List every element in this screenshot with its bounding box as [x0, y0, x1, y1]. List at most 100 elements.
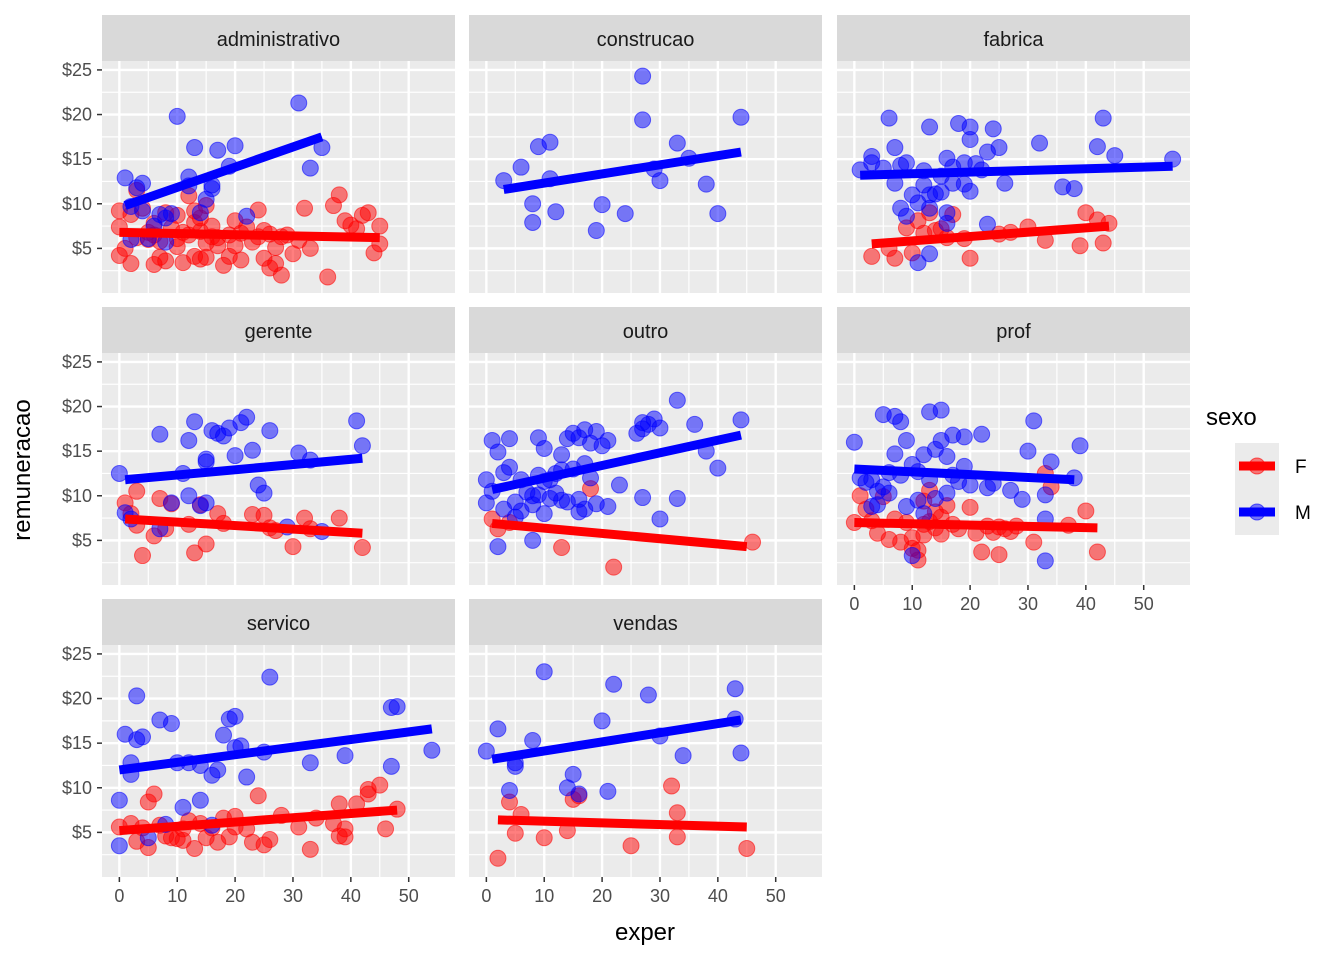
point-m	[423, 741, 441, 759]
x-tick-label: 10	[902, 594, 922, 614]
point-m	[668, 391, 686, 409]
point-m	[892, 413, 910, 431]
point-m	[1036, 486, 1054, 504]
point-m	[570, 785, 588, 803]
point-f	[1094, 234, 1112, 252]
point-m	[191, 791, 209, 809]
point-f	[663, 777, 681, 795]
point-f	[961, 249, 979, 267]
point-f	[261, 831, 279, 849]
facet-strip	[102, 15, 455, 61]
point-m	[261, 668, 279, 686]
point-m	[961, 131, 979, 149]
point-f	[990, 546, 1008, 564]
point-m	[990, 139, 1008, 157]
point-f	[668, 828, 686, 846]
y-tick-label: $5	[72, 530, 92, 550]
point-f	[886, 249, 904, 267]
y-tick-label: $15	[62, 441, 92, 461]
data-layer	[851, 109, 1182, 272]
data-layer	[110, 94, 389, 286]
point-m	[593, 196, 611, 214]
point-m	[897, 431, 915, 449]
point-m	[1088, 138, 1106, 156]
x-tick-label: 30	[650, 886, 670, 906]
panel-background	[469, 645, 822, 877]
point-m	[238, 408, 256, 426]
x-tick-label: 40	[1076, 594, 1096, 614]
facet-strip-label: vendas	[613, 613, 678, 635]
point-m	[134, 174, 152, 192]
point-m	[697, 175, 715, 193]
trend-line-m	[491, 430, 742, 494]
data-layer	[845, 401, 1106, 570]
x-tick-label: 10	[167, 886, 187, 906]
point-m	[961, 182, 979, 200]
trend-line-f	[119, 805, 398, 836]
trend-line-m	[491, 715, 742, 764]
point-m	[897, 207, 915, 225]
data-layer	[477, 391, 762, 576]
point-m	[1025, 412, 1043, 430]
point-f	[330, 186, 348, 204]
x-tick-label: 20	[225, 886, 245, 906]
point-m	[541, 133, 559, 151]
point-m	[651, 172, 669, 190]
point-m	[226, 707, 244, 725]
point-m	[1002, 481, 1020, 499]
facet-strip	[102, 599, 455, 645]
point-f	[145, 785, 163, 803]
point-m	[197, 494, 215, 512]
facet-panel-construcao: construcao	[469, 15, 822, 293]
point-m	[726, 680, 744, 698]
point-f	[197, 248, 215, 266]
point-m	[535, 663, 553, 681]
trend-line-m	[123, 132, 324, 210]
point-f	[319, 268, 337, 286]
point-m	[226, 137, 244, 155]
point-m	[1071, 437, 1089, 455]
point-m	[634, 67, 652, 85]
point-m	[151, 425, 169, 443]
point-m	[668, 134, 686, 152]
point-m	[903, 547, 921, 565]
point-m	[732, 411, 750, 429]
facet-strip	[102, 307, 455, 353]
point-m	[564, 765, 582, 783]
point-f	[622, 837, 640, 855]
point-m	[290, 94, 308, 112]
point-m	[110, 837, 128, 855]
point-m	[553, 446, 571, 464]
point-m	[238, 768, 256, 786]
y-tick-label: $10	[62, 194, 92, 214]
facet-strip-label: servico	[247, 613, 310, 635]
point-f	[371, 217, 389, 235]
point-m	[186, 139, 204, 157]
point-m	[996, 174, 1014, 192]
point-m	[1042, 453, 1060, 471]
point-m	[209, 761, 227, 779]
point-m	[921, 245, 939, 263]
facet-strip-label: fabrica	[983, 29, 1044, 51]
facet-strip	[469, 599, 822, 645]
gridlines	[469, 353, 822, 585]
point-f	[232, 251, 250, 269]
x-tick-label: 0	[481, 886, 491, 906]
point-f	[301, 840, 319, 858]
point-m	[709, 459, 727, 477]
point-m	[984, 120, 1002, 138]
point-f	[553, 539, 571, 557]
point-f	[605, 558, 623, 576]
facet-panel-administrativo: administrativo $5 $10 $15 $20 $25	[62, 15, 455, 293]
y-tick-label: $25	[62, 60, 92, 80]
facet-strip	[469, 15, 822, 61]
point-m	[686, 415, 704, 433]
point-f	[377, 820, 395, 838]
point-m	[1031, 134, 1049, 152]
point-m	[732, 108, 750, 126]
point-m	[634, 111, 652, 129]
legend-title: sexo	[1206, 404, 1257, 431]
point-f	[1025, 533, 1043, 551]
point-m	[605, 675, 623, 693]
